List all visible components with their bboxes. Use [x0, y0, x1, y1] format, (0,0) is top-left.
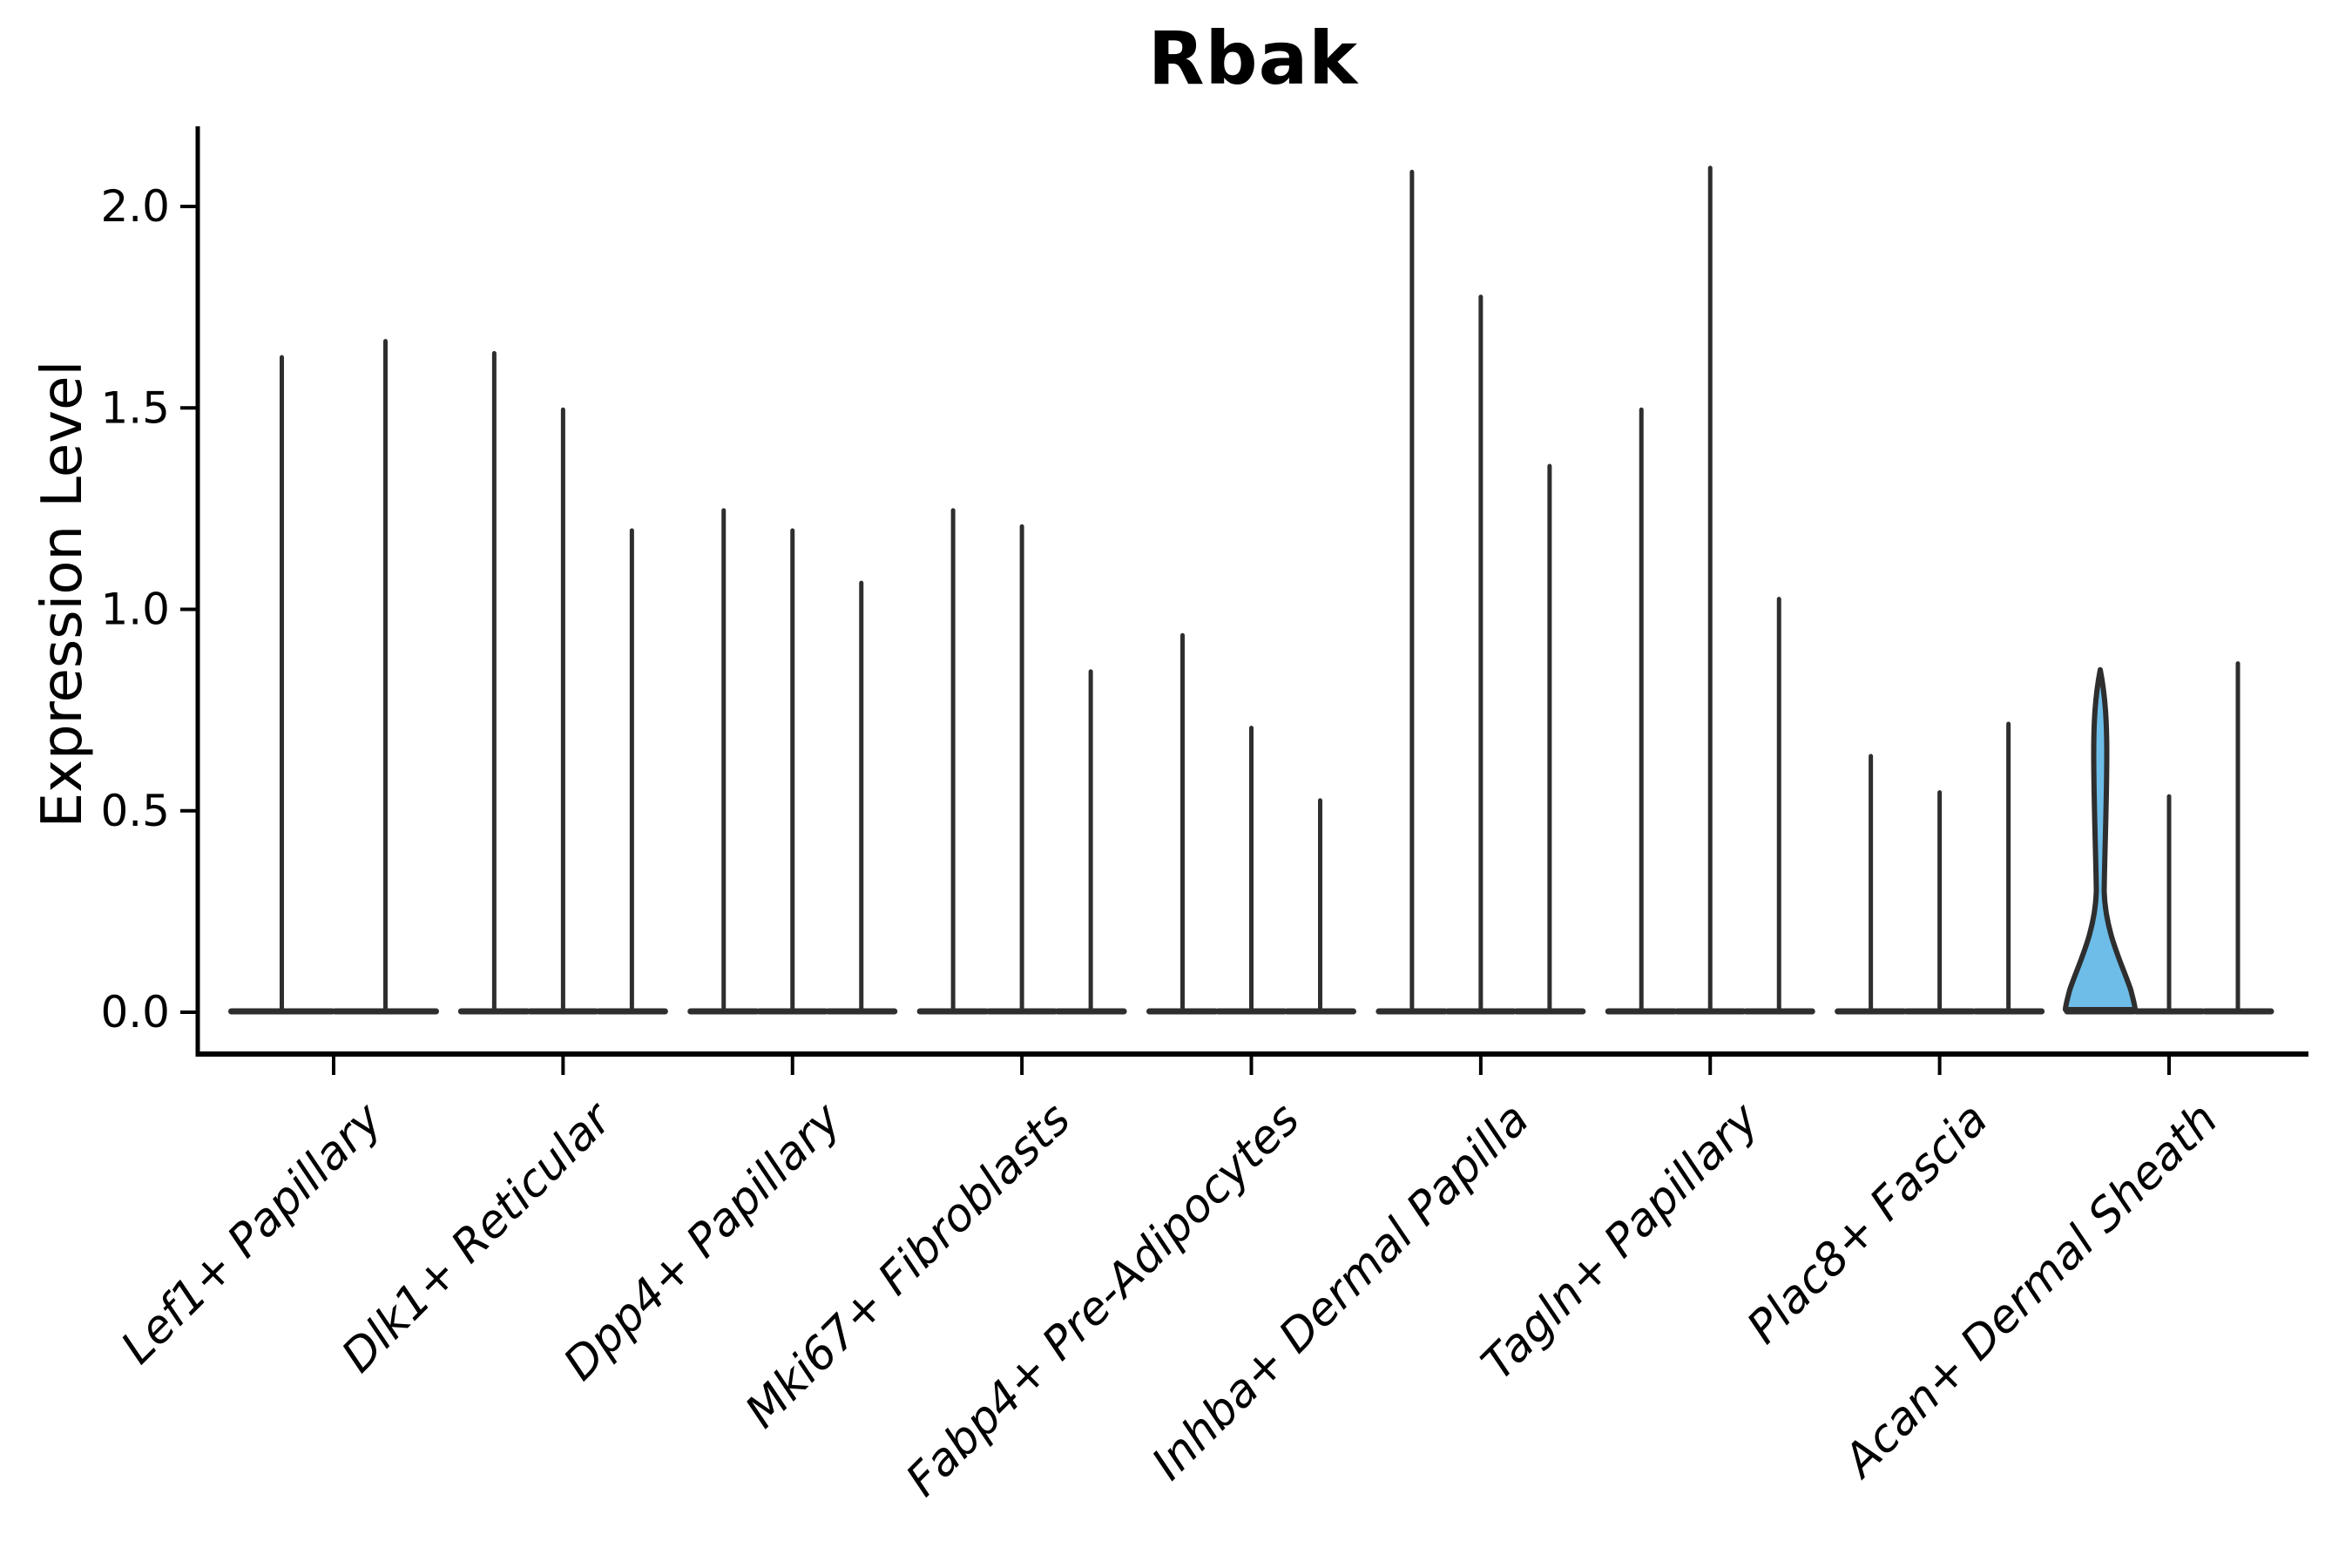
y-tick-label: 2.0 — [100, 181, 170, 232]
y-tick-label: 1.0 — [100, 585, 170, 635]
y-tick-label: 0.5 — [100, 786, 170, 836]
y-tick-label: 0.0 — [100, 987, 170, 1037]
highlighted-violin — [2063, 666, 2138, 1012]
chart-title: Rbak — [1147, 16, 1359, 101]
y-tick-label: 1.5 — [100, 382, 170, 433]
